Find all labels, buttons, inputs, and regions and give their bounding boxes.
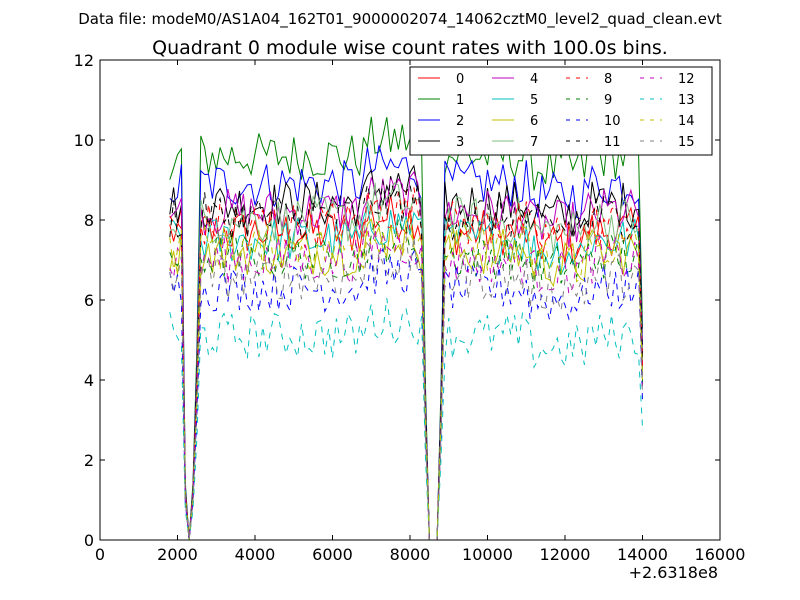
series-line-13 [169,298,643,541]
y-tick-label: 2 [84,451,94,470]
series-line-7 [169,182,643,541]
legend-label-2: 2 [456,114,464,129]
series-layer [169,116,643,541]
y-tick-label: 10 [74,131,94,150]
legend-label-9: 9 [604,93,612,108]
series-line-14 [169,223,643,541]
series-line-15 [169,234,643,541]
legend-label-8: 8 [604,72,612,87]
legend-label-4: 4 [530,72,538,87]
series-line-12 [169,226,643,541]
x-tick-label: 4000 [235,545,276,564]
y-tick-label: 12 [74,51,94,70]
legend-label-1: 1 [456,93,464,108]
legend-label-11: 11 [604,135,621,150]
x-tick-label: 8000 [390,545,431,564]
x-tick-label: 14000 [617,545,668,564]
series-line-6 [169,214,643,541]
x-tick-label: 12000 [540,545,591,564]
legend-label-7: 7 [530,135,538,150]
y-tick-label: 0 [84,531,94,550]
y-tick-label: 6 [84,291,94,310]
series-line-11 [169,176,643,541]
legend-label-6: 6 [530,114,538,129]
series-line-2 [169,145,643,541]
x-tick-label: 2000 [157,545,198,564]
x-offset-label: +2.6318e8 [629,563,718,582]
x-tick-label: 16000 [695,545,746,564]
series-line-10 [169,247,643,541]
x-tick-label: 10000 [462,545,513,564]
series-line-4 [169,171,643,541]
series-line-8 [169,187,643,541]
legend-label-3: 3 [456,135,464,150]
legend-label-0: 0 [456,72,464,87]
y-tick-label: 8 [84,211,94,230]
series-line-5 [169,205,643,541]
chart-title: Quadrant 0 module wise count rates with … [152,37,668,59]
legend-label-14: 14 [678,114,695,129]
series-line-9 [169,218,643,541]
suptitle: Data file: modeM0/AS1A04_162T01_90000020… [78,10,722,29]
x-tick-label: 6000 [312,545,353,564]
y-tick-label: 4 [84,371,94,390]
x-axis-ticks: 0 2000 4000 6000 8000 10000 12000 14000 16000 [95,60,746,564]
legend-label-5: 5 [530,93,538,108]
legend-label-12: 12 [678,72,695,87]
legend-box [409,66,713,156]
legend-label-10: 10 [604,114,621,129]
legend-label-13: 13 [678,93,695,108]
legend-label-15: 15 [678,135,695,150]
x-tick-label: 0 [95,545,105,564]
